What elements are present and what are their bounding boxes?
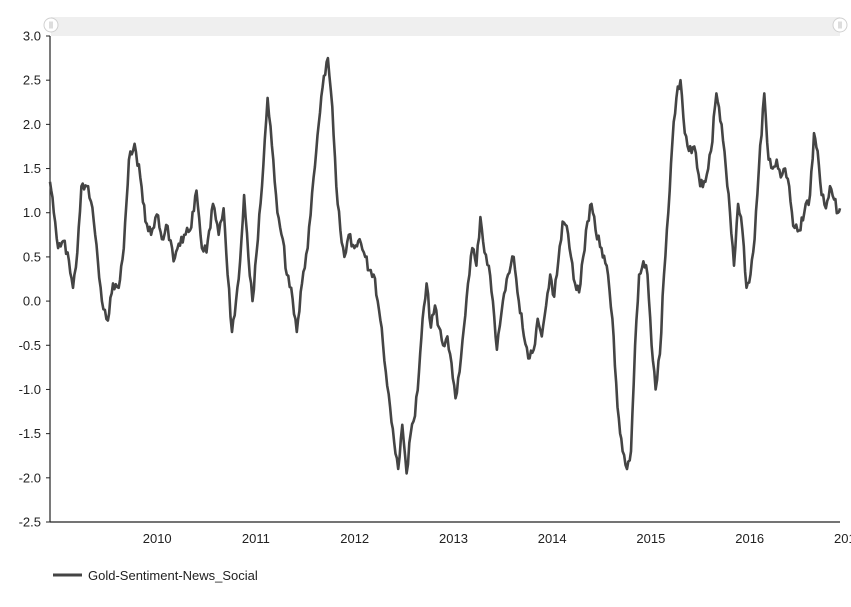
legend-label[interactable]: Gold-Sentiment-News_Social xyxy=(88,568,258,583)
y-tick-label: 3.0 xyxy=(23,29,41,44)
x-tick-label: 2014 xyxy=(538,531,567,546)
x-tick-label: 2016 xyxy=(735,531,764,546)
y-tick-label: 1.0 xyxy=(23,205,41,220)
y-tick-label: 2.5 xyxy=(23,73,41,88)
y-tick-label: -2.0 xyxy=(19,470,41,485)
x-tick-label: 2013 xyxy=(439,531,468,546)
y-tick-label: 0.5 xyxy=(23,249,41,264)
y-tick-label: -1.5 xyxy=(19,426,41,441)
y-tick-label: -2.5 xyxy=(19,515,41,530)
x-axis: 2010 2011 2012 2013 2014 2015 2016 2017 xyxy=(50,521,851,546)
x-tick-label: 2010 xyxy=(143,531,172,546)
legend[interactable]: Gold-Sentiment-News_Social xyxy=(53,568,258,583)
x-tick-label: 2012 xyxy=(340,531,369,546)
x-tick-label: 2017 xyxy=(834,531,851,546)
navigator-handle-right[interactable] xyxy=(832,17,848,33)
plot-area xyxy=(48,56,842,475)
y-tick-label: -0.5 xyxy=(19,338,41,353)
x-tick-label: 2011 xyxy=(242,531,270,546)
navigator-handle-left[interactable] xyxy=(43,17,59,33)
range-navigator[interactable] xyxy=(43,17,848,36)
y-axis: 3.0 2.5 2.0 1.5 1.0 0.5 0.0 -0.5 -1.0 -1.5 -2.0 -2.… xyxy=(19,29,51,530)
x-tick-label: 2015 xyxy=(636,531,665,546)
series-line-0[interactable] xyxy=(48,56,842,475)
y-tick-label: -1.0 xyxy=(19,382,41,397)
y-tick-label: 0.0 xyxy=(23,294,41,309)
y-tick-label: 1.5 xyxy=(23,161,41,176)
y-tick-label: 2.0 xyxy=(23,117,41,132)
navigator-band[interactable] xyxy=(51,17,840,36)
